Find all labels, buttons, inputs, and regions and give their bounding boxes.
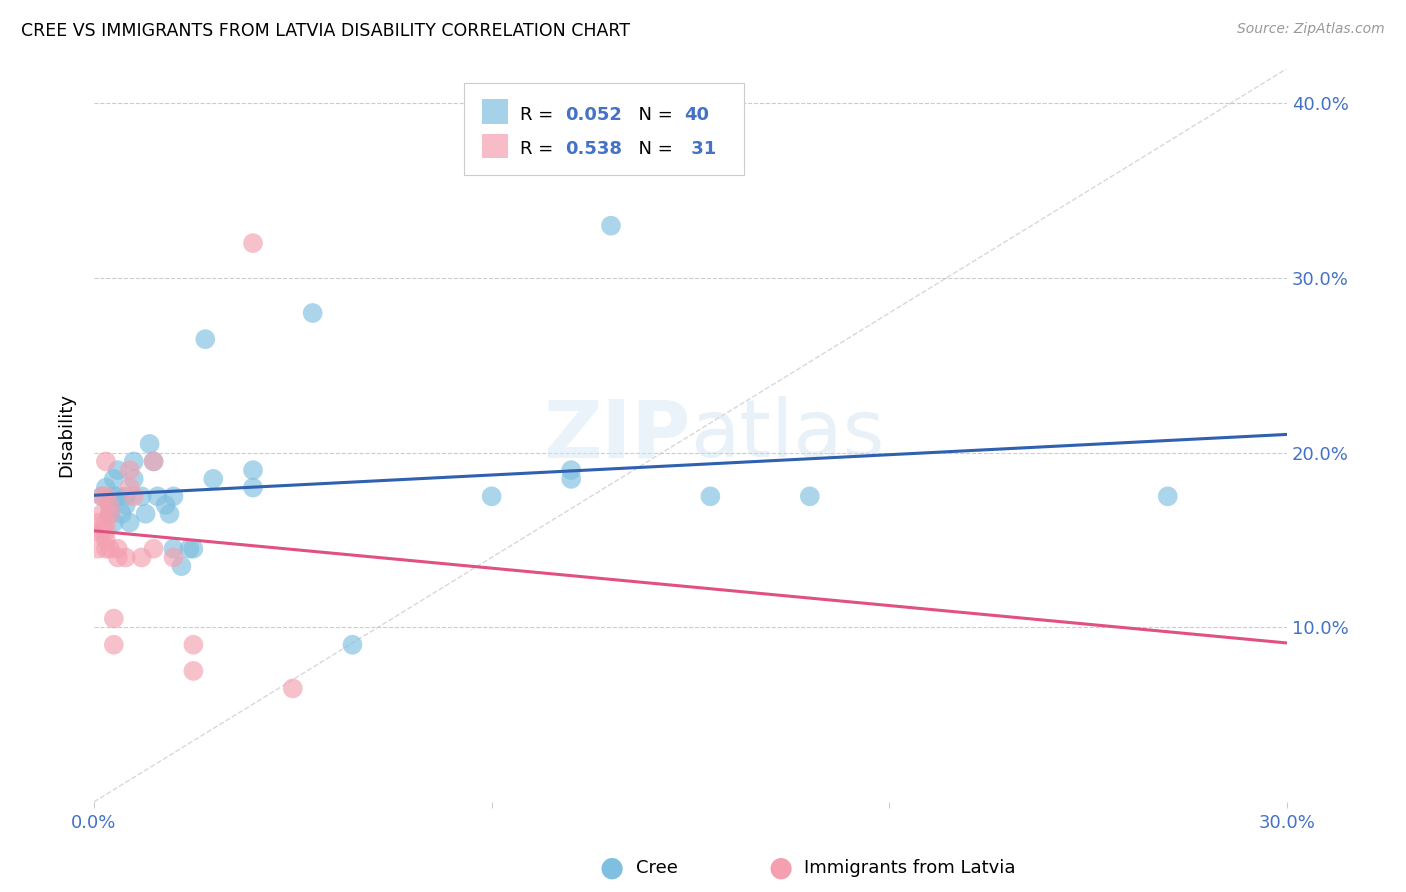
Text: R =: R = [520,106,560,124]
Point [103,516,125,530]
Point [183,638,205,652]
Point [799,489,821,503]
Text: Source: ZipAtlas.com: Source: ZipAtlas.com [1237,22,1385,37]
Bar [482,134,508,158]
Point [1157,489,1180,503]
Point [170,559,193,574]
Point [131,489,153,503]
Point [87,516,110,530]
Point [131,550,153,565]
Point [481,489,503,503]
Point [90,524,112,539]
Point [107,489,129,503]
Point [155,498,177,512]
Point [107,541,129,556]
Point [142,541,165,556]
Point [98,507,121,521]
Text: ZIP: ZIP [543,396,690,475]
Text: CREE VS IMMIGRANTS FROM LATVIA DISABILITY CORRELATION CHART: CREE VS IMMIGRANTS FROM LATVIA DISABILIT… [21,22,630,40]
Point [90,489,112,503]
Point [146,489,169,503]
Point [94,524,117,539]
Point [94,541,117,556]
Point [94,454,117,468]
Point [114,489,136,503]
Point [699,489,721,503]
Point [118,481,141,495]
Point [107,463,129,477]
Point [162,489,184,503]
Point [560,463,582,477]
Point [98,541,121,556]
Point [103,489,125,503]
Point [107,550,129,565]
Text: 0.052: 0.052 [565,106,621,124]
Point [202,472,225,486]
Text: R =: R = [520,140,560,158]
Point [94,481,117,495]
Point [600,219,623,233]
Point [111,507,134,521]
Point [560,472,582,486]
Point [90,489,112,503]
Point [179,541,201,556]
Text: 40: 40 [685,106,710,124]
Point [103,611,125,625]
Point [281,681,304,696]
Point [135,507,157,521]
Text: atlas: atlas [690,396,884,475]
Y-axis label: Disability: Disability [58,393,75,477]
Point [142,454,165,468]
Point [162,550,184,565]
Point [159,507,181,521]
Text: ●: ● [768,854,793,882]
Text: N =: N = [627,106,679,124]
Point [90,507,112,521]
Point [194,332,217,346]
Point [87,541,110,556]
Point [122,454,145,468]
Point [242,463,264,477]
Point [94,489,117,503]
Point [138,437,160,451]
Point [98,507,121,521]
Text: Immigrants from Latvia: Immigrants from Latvia [804,859,1015,877]
Text: 31: 31 [685,140,716,158]
Point [114,498,136,512]
Point [301,306,323,320]
Point [122,472,145,486]
Point [98,498,121,512]
Point [98,498,121,512]
Point [118,463,141,477]
Point [103,638,125,652]
Text: 0.538: 0.538 [565,140,623,158]
Point [122,489,145,503]
Point [94,533,117,547]
Point [162,541,184,556]
Text: Cree: Cree [636,859,678,877]
Point [242,481,264,495]
Point [118,516,141,530]
Point [83,524,105,539]
FancyBboxPatch shape [464,83,744,175]
Point [114,550,136,565]
Text: ●: ● [599,854,624,882]
Point [183,664,205,678]
Bar [482,99,508,123]
Point [103,472,125,486]
Point [242,236,264,251]
Point [183,541,205,556]
Point [142,454,165,468]
Text: N =: N = [627,140,679,158]
Point [342,638,364,652]
Point [94,516,117,530]
